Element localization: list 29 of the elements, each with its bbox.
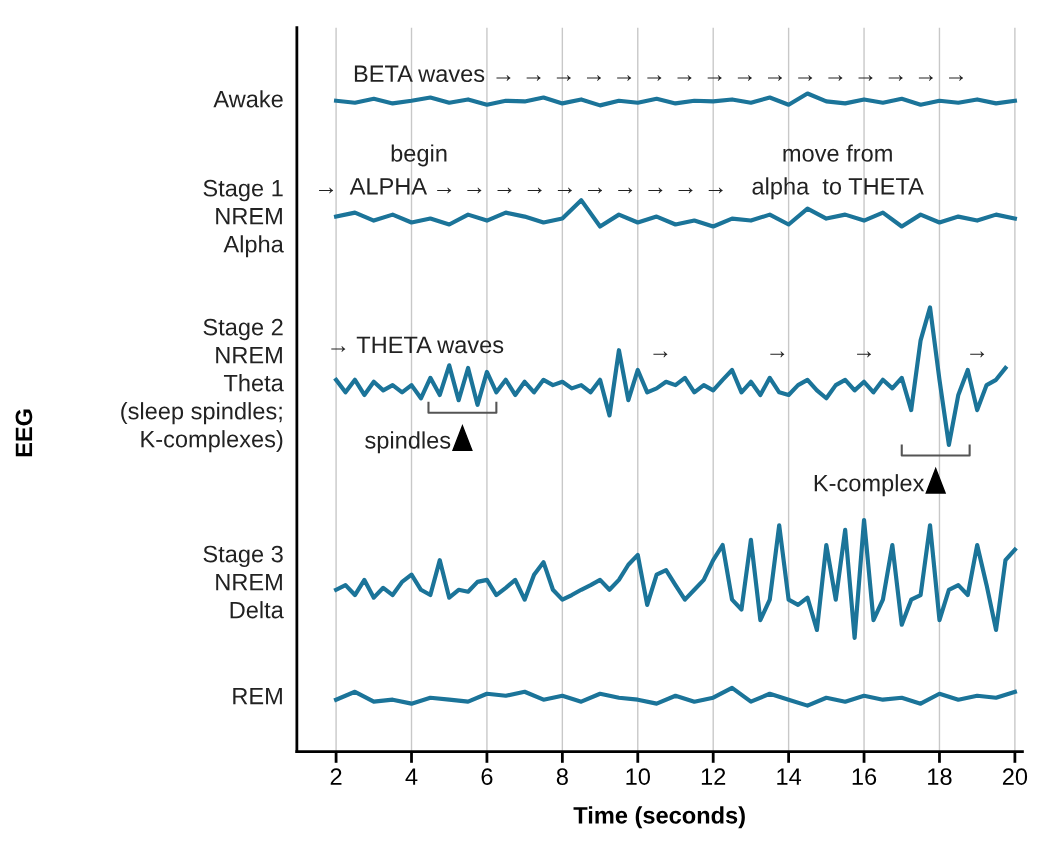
text: BETA waves → → → → → → → → → → → → → → → → xyxy=(354,65,964,83)
x-tick-label: 20 xyxy=(1002,768,1028,785)
annotation: → THETA waves xyxy=(331,336,504,354)
annotation: move from xyxy=(783,144,892,162)
x-tick-label: 18 xyxy=(928,768,952,785)
x-tick-label: 2 xyxy=(330,768,342,785)
x-tick-label: 6 xyxy=(481,768,493,785)
annotation: begin xyxy=(391,144,447,167)
text: EEG xyxy=(15,409,33,457)
x-tick-label: 4 xyxy=(405,768,418,785)
x-tick-label: 16 xyxy=(852,768,877,785)
annotation: spindles xyxy=(365,431,451,454)
text: Stage 3 NREM Delta xyxy=(203,545,284,619)
text: Awake xyxy=(213,90,283,108)
x-tick-label: 12 xyxy=(701,768,726,785)
x-tick-label: 8 xyxy=(556,768,568,785)
annotation: → xyxy=(970,351,985,358)
annotation: → xyxy=(653,351,668,358)
annotation: → xyxy=(770,351,785,358)
text: REM xyxy=(233,687,282,705)
x-axis-title: Time (seconds) xyxy=(573,806,745,829)
annotation: alpha to THETA xyxy=(752,177,924,200)
annotation: K-complex xyxy=(814,474,925,497)
text: Stage 1 NREM Alpha xyxy=(203,179,284,258)
text: Stage 2 NREM Theta (sleep spindles; K-complexes) xyxy=(121,318,284,453)
x-tick-label: 10 xyxy=(626,768,650,785)
x-tick-label: 14 xyxy=(777,768,802,785)
annotation: → ALPHA → → → → → → → → → → xyxy=(319,178,723,195)
annotation: → xyxy=(857,351,872,358)
